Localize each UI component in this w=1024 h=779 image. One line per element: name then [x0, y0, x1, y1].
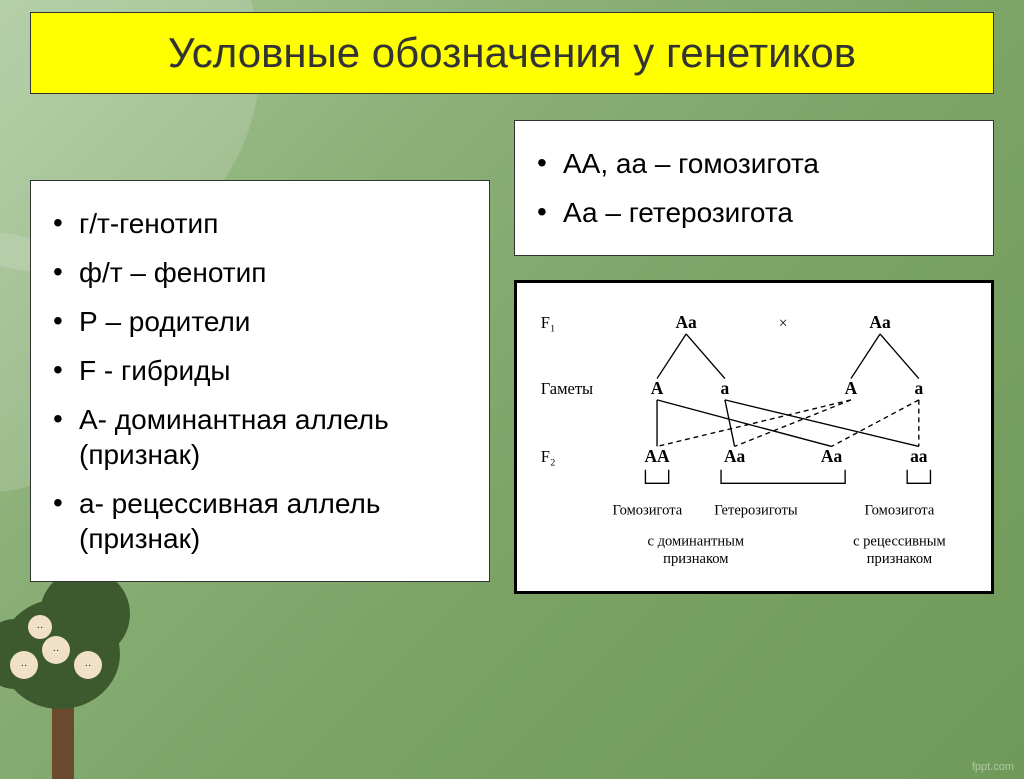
svg-text:AA: AA — [644, 446, 670, 466]
svg-text:Aa: Aa — [869, 312, 891, 332]
legend-item: ф/т – фенотип — [53, 248, 467, 297]
svg-text:×: × — [779, 315, 788, 332]
svg-text:признаком: признаком — [867, 551, 932, 567]
svg-text:Aa: Aa — [675, 312, 697, 332]
svg-text:Aa: Aa — [821, 446, 843, 466]
legend-box-left: г/т-генотип ф/т – фенотип Р – родители F… — [30, 180, 490, 582]
genetic-cross-diagram: F₁ГаметыF₂Aa×AaAaAaAAAaAaaaГомозиготаГет… — [514, 280, 994, 594]
svg-text:A: A — [845, 378, 858, 398]
svg-text:с доминантным: с доминантным — [648, 533, 745, 549]
svg-text:Aa: Aa — [724, 446, 746, 466]
legend-item: а- рецессивная аллель (признак) — [53, 479, 467, 563]
legend-item: А- доминантная аллель (признак) — [53, 395, 467, 479]
legend-item: Р – родители — [53, 297, 467, 346]
legend-item: Аа – гетерозигота — [537, 188, 971, 237]
svg-text:F₂: F₂ — [541, 447, 556, 466]
svg-text:A: A — [651, 378, 664, 398]
svg-text:a: a — [721, 378, 730, 398]
svg-text:Гетерозиготы: Гетерозиготы — [714, 502, 798, 518]
svg-text:Гомозигота: Гомозигота — [612, 502, 682, 518]
watermark: fppt.com — [972, 761, 1014, 773]
svg-text:aa: aa — [910, 446, 928, 466]
legend-box-right-top: АА, аа – гомозигота Аа – гетерозигота — [514, 120, 994, 256]
legend-item: г/т-генотип — [53, 199, 467, 248]
svg-text:с рецессивным: с рецессивным — [853, 533, 946, 549]
svg-text:Гаметы: Гаметы — [541, 379, 593, 398]
legend-item: АА, аа – гомозигота — [537, 139, 971, 188]
svg-text:F₁: F₁ — [541, 313, 556, 332]
svg-text:признаком: признаком — [663, 551, 728, 567]
svg-text:a: a — [914, 378, 923, 398]
legend-item: F - гибриды — [53, 346, 467, 395]
svg-text:Гомозигота: Гомозигота — [865, 502, 935, 518]
slide-title: Условные обозначения у генетиков — [30, 12, 994, 94]
cross-diagram-svg: F₁ГаметыF₂Aa×AaAaAaAAAaAaaaГомозиготаГет… — [531, 301, 977, 577]
